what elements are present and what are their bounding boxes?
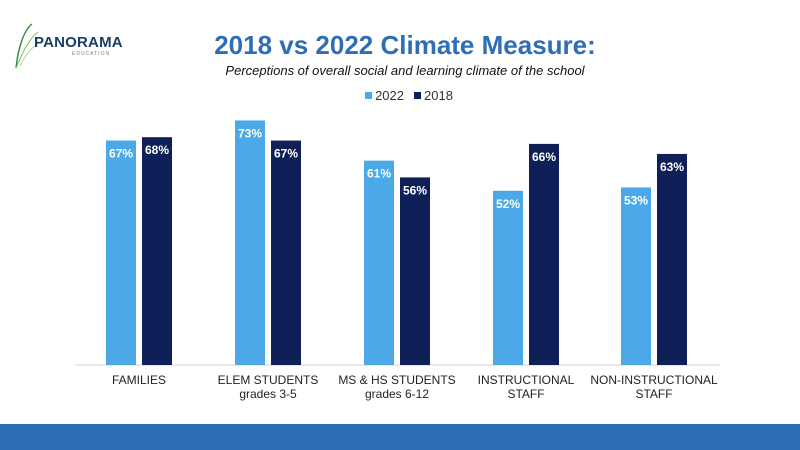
bar-2022-1 bbox=[235, 120, 265, 365]
data-label-2022-4: 53% bbox=[624, 193, 648, 207]
footer-bar bbox=[0, 424, 800, 450]
category-label-line-1: STAFF bbox=[507, 387, 545, 401]
category-label-2: MS & HS STUDENTS grades 6-12 bbox=[322, 373, 472, 401]
category-label-line-1: STAFF bbox=[635, 387, 673, 401]
bar-chart: 67% 73% 61% 52% 53% 68% 67% 56% 66% 63% bbox=[75, 120, 720, 366]
bar-2022-4 bbox=[621, 187, 651, 365]
legend-item-2022: 2022 bbox=[365, 88, 404, 103]
logo-subtext: EDUCATION bbox=[72, 51, 111, 57]
legend-swatch-2018 bbox=[414, 91, 421, 99]
legend-swatch-2022 bbox=[365, 91, 373, 99]
data-label-2018-2: 56% bbox=[403, 183, 427, 197]
chart-legend: 2022 2018 bbox=[0, 87, 800, 103]
category-label-line-0: FAMILIES bbox=[111, 373, 167, 387]
bar-2022-3 bbox=[493, 190, 523, 365]
data-label-2022-3: 52% bbox=[496, 197, 520, 211]
category-label-line-1: grades 3-5 bbox=[239, 387, 297, 401]
bar-2022-0 bbox=[106, 140, 136, 365]
bar-2018-3 bbox=[529, 143, 559, 365]
category-label-line-0: MS & HS STUDENTS bbox=[338, 373, 456, 387]
category-label-3: INSTRUCTIONAL STAFF bbox=[451, 373, 601, 401]
panorama-logo: PANORAMA EDUCATION bbox=[10, 18, 130, 73]
data-label-2018-0: 68% bbox=[145, 143, 169, 157]
data-label-2022-2: 61% bbox=[367, 167, 391, 181]
data-label-2022-1: 73% bbox=[238, 126, 262, 140]
chart-title: 2018 vs 2022 Climate Measure: bbox=[214, 30, 596, 60]
legend-label-2022: 2022 bbox=[375, 87, 404, 103]
legend-label-2018: 2018 bbox=[424, 87, 453, 103]
category-label-line-0: NON-INSTRUCTIONAL bbox=[590, 373, 718, 387]
data-label-2018-4: 63% bbox=[660, 160, 684, 174]
chart-subtitle: Perceptions of overall social and learni… bbox=[225, 63, 585, 78]
legend-item-2018: 2018 bbox=[414, 88, 453, 103]
category-label-line-0: ELEM STUDENTS bbox=[217, 373, 319, 387]
bar-2018-1 bbox=[271, 140, 301, 365]
data-label-2022-0: 67% bbox=[109, 147, 133, 161]
category-label-line-1: grades 6-12 bbox=[364, 387, 430, 401]
category-label-4: NON-INSTRUCTIONAL STAFF bbox=[579, 373, 729, 401]
bar-2018-4 bbox=[657, 153, 687, 365]
bar-2018-0 bbox=[142, 137, 172, 365]
data-label-2018-1: 67% bbox=[274, 147, 298, 161]
bar-2018-2 bbox=[400, 177, 430, 365]
category-label-line-0: INSTRUCTIONAL bbox=[477, 373, 575, 387]
category-label-0: FAMILIES bbox=[64, 373, 214, 387]
panorama-logo-mark bbox=[15, 23, 41, 69]
data-label-2018-3: 66% bbox=[532, 150, 556, 164]
logo-wordmark: PANORAMA bbox=[34, 34, 123, 51]
category-label-1: ELEM STUDENTS grades 3-5 bbox=[193, 373, 343, 401]
bar-2022-2 bbox=[364, 160, 394, 365]
